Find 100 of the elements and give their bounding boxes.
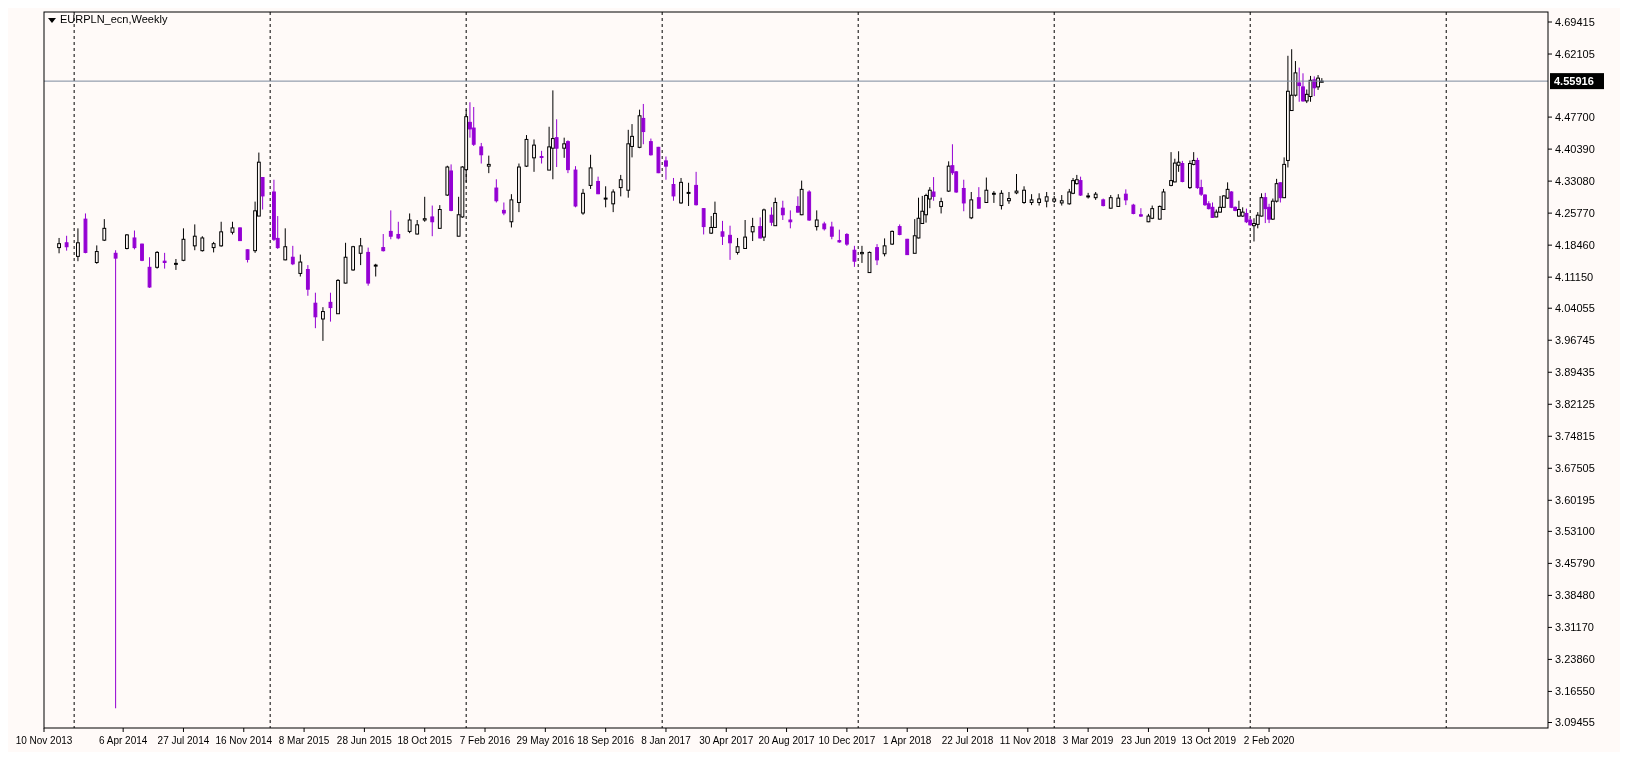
- candlestick: [1169, 151, 1173, 187]
- candlestick: [671, 177, 676, 202]
- x-tick-label: 11 Nov 2018: [999, 735, 1057, 746]
- y-tick-label: 4.40390: [1555, 142, 1595, 155]
- candlestick: [57, 237, 61, 254]
- candlestick: [305, 264, 310, 297]
- x-tick-label: 13 Oct 2019: [1181, 735, 1237, 746]
- candlestick: [388, 209, 393, 240]
- y-tick-label: 4.69415: [1555, 15, 1595, 28]
- y-tick-label: 4.11150: [1555, 271, 1594, 284]
- candlestick: [773, 197, 778, 227]
- ref-line-label: 4.55916: [1554, 74, 1594, 87]
- y-tick-label: 3.89435: [1555, 366, 1595, 379]
- candlestick: [999, 189, 1004, 210]
- candlestick: [912, 218, 917, 254]
- candlestick: [1278, 181, 1283, 203]
- candlestick: [1263, 192, 1268, 224]
- candlestick: [554, 118, 559, 168]
- candlestick: [728, 225, 732, 261]
- candlestick: [562, 137, 567, 159]
- candlestick: [769, 206, 774, 227]
- x-tick-label: 10 Dec 2017: [818, 735, 876, 746]
- y-tick-label: 3.67505: [1555, 462, 1595, 475]
- x-tick-label: 16 Nov 2014: [215, 735, 273, 746]
- candlestick: [192, 223, 197, 251]
- x-tick-label: 20 Aug 2017: [758, 735, 816, 746]
- candlestick: [701, 207, 706, 235]
- candlestick: [969, 191, 974, 220]
- candlestick: [328, 292, 333, 323]
- candlestick: [852, 245, 857, 268]
- candlestick: [618, 174, 623, 197]
- candlestick: [931, 176, 936, 202]
- candlestick: [720, 220, 725, 246]
- y-tick-label: 3.23860: [1555, 653, 1595, 666]
- candlestick: [313, 292, 318, 329]
- candlestick: [181, 227, 186, 262]
- candlestick: [1301, 72, 1305, 103]
- y-tick-label: 4.62105: [1555, 47, 1595, 60]
- y-tick-label: 3.45790: [1555, 557, 1595, 570]
- candlestick: [1037, 192, 1042, 207]
- candlestick: [501, 202, 506, 216]
- candlestick: [1297, 67, 1302, 103]
- x-tick-label: 8 Mar 2015: [278, 735, 330, 746]
- x-tick-label: 18 Sep 2016: [577, 735, 635, 746]
- y-tick-label: 4.47700: [1555, 110, 1595, 123]
- x-tick-label: 22 Jul 2018: [941, 735, 994, 746]
- candlestick: [1138, 207, 1143, 218]
- y-tick-label: 3.16550: [1555, 685, 1595, 698]
- x-tick-label: 2 Feb 2020: [1243, 735, 1295, 746]
- x-tick-label: 6 Apr 2014: [98, 735, 148, 746]
- y-tick-label: 4.25770: [1555, 206, 1595, 219]
- y-tick-label: 3.09455: [1555, 716, 1595, 729]
- x-tick-label: 8 Jan 2017: [641, 735, 692, 746]
- candlestick: [113, 249, 118, 709]
- candlestick: [984, 177, 989, 204]
- x-tick-label: 1 Apr 2018: [883, 735, 932, 746]
- candlestick: [437, 204, 442, 230]
- candlestick: [479, 142, 484, 165]
- candlestick: [132, 230, 137, 250]
- candlestick: [758, 216, 763, 239]
- y-tick-label: 3.31170: [1555, 621, 1594, 634]
- candlestick: [532, 138, 536, 173]
- candlestick: [939, 197, 944, 214]
- candlestick: [875, 243, 879, 266]
- x-tick-label: 27 Jul 2014: [157, 735, 210, 746]
- candlestick: [679, 177, 683, 205]
- candlestick: [780, 200, 785, 221]
- candlestick: [1086, 192, 1091, 200]
- y-tick-label: 3.60195: [1555, 494, 1595, 507]
- x-tick-label: 18 Oct 2015: [397, 735, 453, 746]
- y-tick-label: 4.33080: [1555, 174, 1595, 187]
- candlestick: [795, 195, 800, 214]
- y-tick-label: 3.38480: [1555, 589, 1595, 602]
- candlestick: [283, 227, 288, 261]
- candlestick: [494, 178, 499, 203]
- candlestick: [290, 245, 295, 266]
- candlestick: [1218, 195, 1222, 214]
- candlestick: [471, 106, 476, 147]
- candlestick: [991, 190, 996, 204]
- chart-title: EURPLN_ecn,Weekly: [60, 13, 168, 25]
- candlestick: [588, 154, 593, 190]
- candlestick: [641, 103, 646, 145]
- candlestick: [976, 186, 981, 210]
- candlestick: [358, 237, 363, 266]
- candlestick: [750, 217, 755, 242]
- candlestick: [174, 258, 178, 271]
- candlestick: [407, 212, 412, 234]
- x-tick-label: 28 Jun 2015: [336, 735, 393, 746]
- candlestick: [321, 306, 325, 342]
- candlestick: [422, 196, 427, 223]
- candlestick: [961, 179, 966, 212]
- x-tick-label: 7 Feb 2016: [459, 735, 511, 746]
- candlestick: [814, 209, 819, 232]
- candlestick: [94, 244, 99, 265]
- x-tick-label: 23 Jun 2019: [1120, 735, 1177, 746]
- y-tick-label: 3.53100: [1555, 525, 1595, 538]
- x-tick-label: 30 Apr 2017: [699, 735, 754, 746]
- candlestick: [664, 156, 668, 181]
- candlestick: [686, 182, 691, 207]
- candlestick: [603, 185, 608, 208]
